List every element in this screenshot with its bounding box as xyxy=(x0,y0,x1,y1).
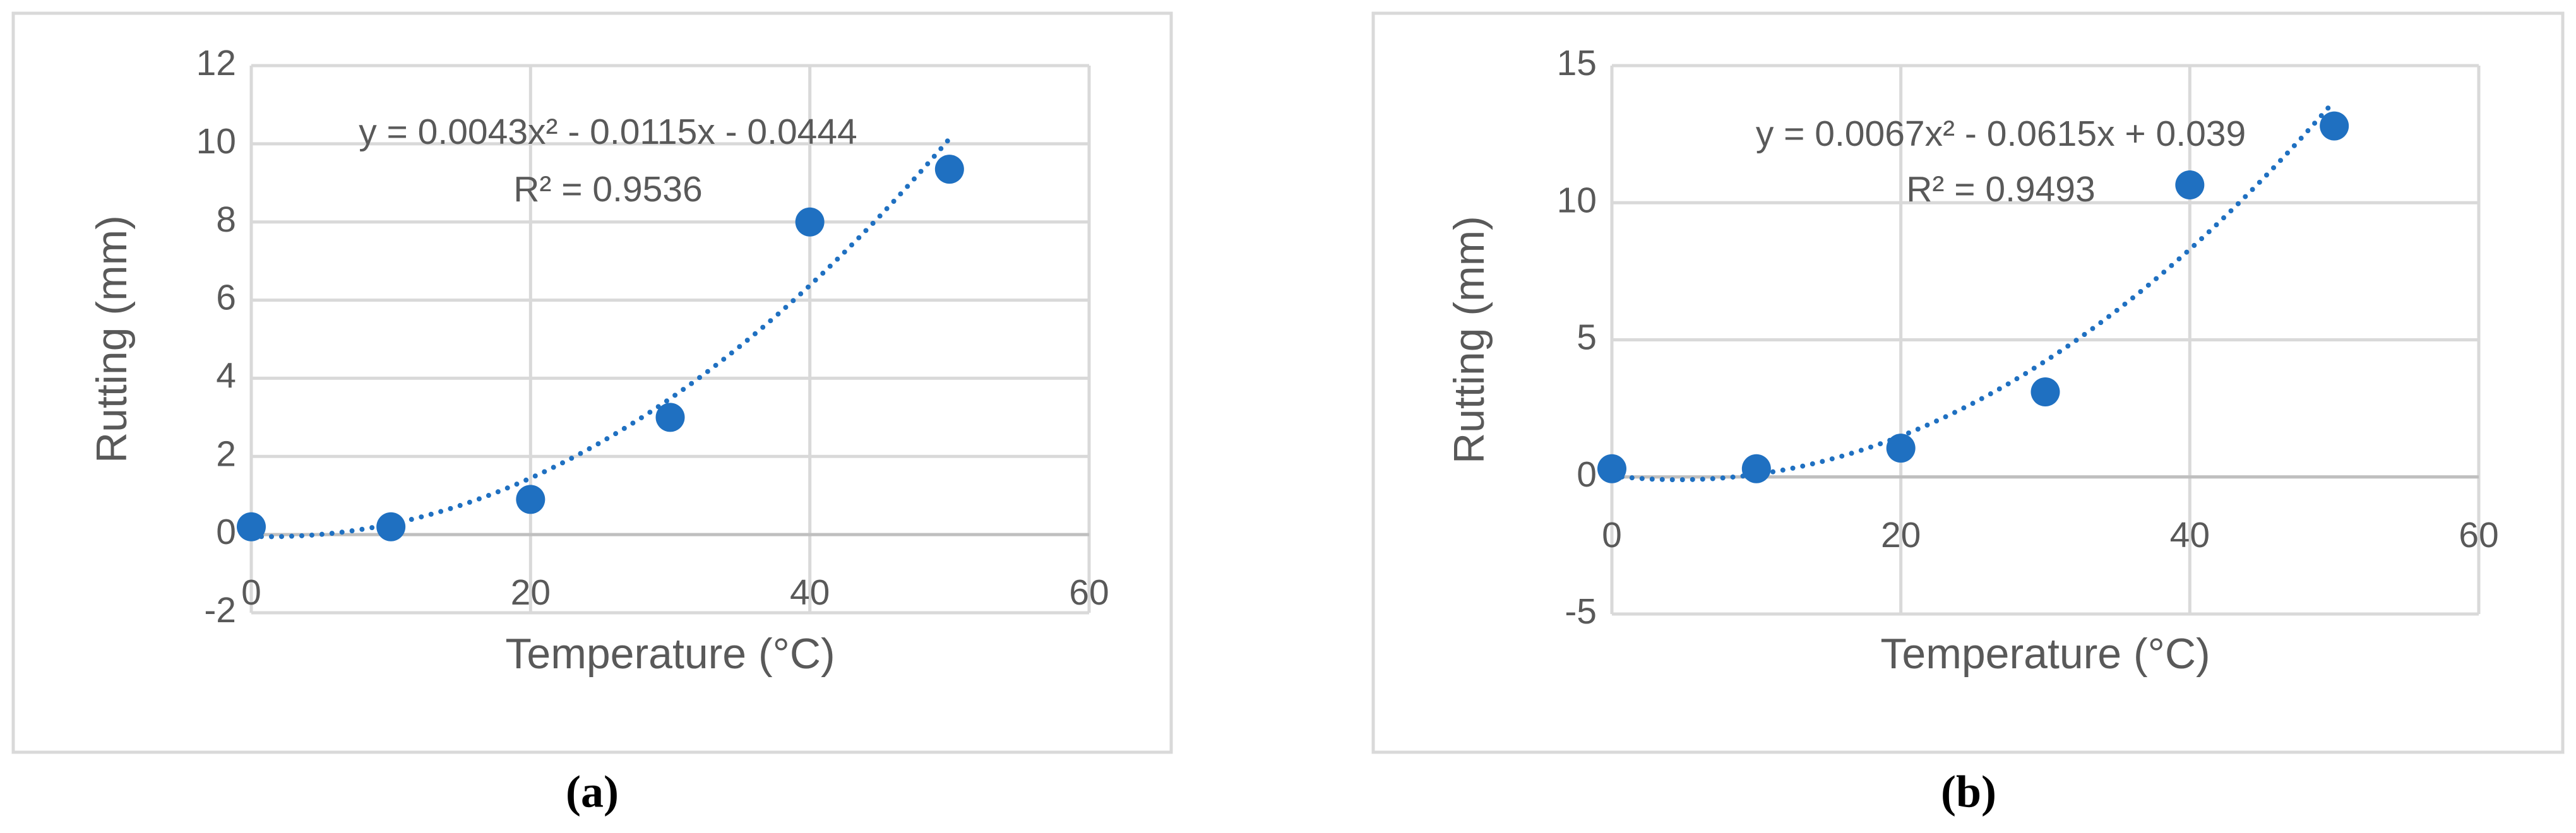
data-point xyxy=(1597,454,1626,483)
x-tick-label: 40 xyxy=(2170,515,2210,555)
data-point xyxy=(2320,111,2349,141)
data-point xyxy=(934,155,964,184)
y-tick-label: 6 xyxy=(216,278,236,318)
data-point xyxy=(1741,454,1771,483)
data-point xyxy=(516,485,546,514)
panel-border xyxy=(11,11,1173,754)
x-tick-label: 0 xyxy=(1602,515,1622,555)
y-tick-label: 0 xyxy=(1577,454,1597,495)
x-tick-label: 40 xyxy=(790,572,830,613)
panel-border xyxy=(1371,11,2565,754)
y-tick-label: 2 xyxy=(216,434,236,474)
x-tick-label: 0 xyxy=(241,572,261,613)
x-tick-label: 60 xyxy=(2459,515,2498,555)
trendline-equation: y = 0.0043x² - 0.0115x - 0.0444 xyxy=(359,112,857,152)
trendline xyxy=(1609,98,2337,483)
data-point xyxy=(795,207,825,237)
data-point xyxy=(2175,170,2205,200)
trendline-r2: R² = 0.9493 xyxy=(1906,169,2095,210)
trendline xyxy=(249,136,952,540)
caption: (a) xyxy=(566,767,619,817)
trendline-equation: y = 0.0067x² - 0.0615x + 0.039 xyxy=(1756,114,2246,154)
trendline-r2: R² = 0.9536 xyxy=(513,169,702,210)
data-point xyxy=(655,403,685,432)
y-tick-label: -2 xyxy=(204,590,236,630)
x-tick-label: 60 xyxy=(1069,572,1109,613)
x-axis-title: Temperature (°C) xyxy=(1880,630,2210,678)
y-tick-label: 10 xyxy=(1557,180,1597,220)
y-tick-label: -5 xyxy=(1565,591,1597,632)
caption: (b) xyxy=(1941,767,1996,817)
y-tick-label: 12 xyxy=(196,43,236,83)
x-axis-title: Temperature (°C) xyxy=(505,630,835,678)
y-tick-label: 10 xyxy=(196,121,236,162)
y-tick-label: 0 xyxy=(216,512,236,552)
y-tick-label: 15 xyxy=(1557,43,1597,83)
y-tick-label: 5 xyxy=(1577,317,1597,358)
y-axis-title: Rutting (mm) xyxy=(88,215,136,463)
x-tick-label: 20 xyxy=(1881,515,1921,555)
x-tick-label: 20 xyxy=(511,572,551,613)
data-point xyxy=(237,512,266,541)
y-tick-label: 8 xyxy=(216,199,236,240)
data-point xyxy=(2030,377,2060,407)
data-point xyxy=(1886,434,1916,463)
y-tick-label: 4 xyxy=(216,355,236,396)
data-point xyxy=(376,512,406,541)
y-axis-title: Rutting (mm) xyxy=(1445,216,1493,464)
